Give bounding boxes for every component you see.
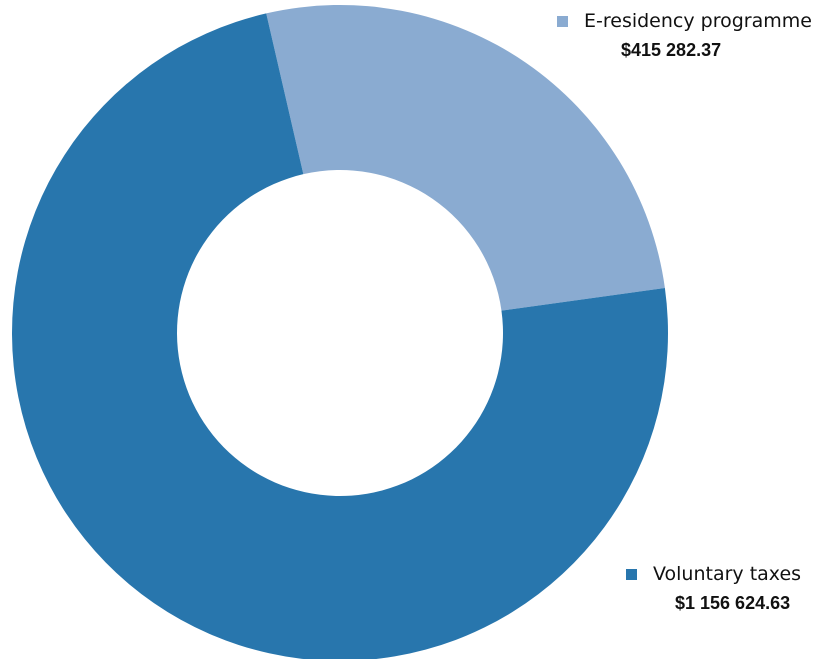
legend-swatch-e-residency	[557, 16, 568, 27]
donut-slices	[12, 5, 669, 659]
legend-label-e-residency: E-residency programme	[584, 10, 812, 32]
legend-value-e-residency: $415 282.37	[621, 40, 722, 60]
legend-swatch-voluntary-taxes	[626, 569, 637, 580]
donut-slice-e-residency	[266, 5, 665, 311]
legend-value-voluntary-taxes: $1 156 624.63	[675, 593, 791, 613]
donut-slice-voluntary-taxes	[12, 13, 669, 659]
legend-label-voluntary-taxes: Voluntary taxes	[653, 563, 802, 585]
